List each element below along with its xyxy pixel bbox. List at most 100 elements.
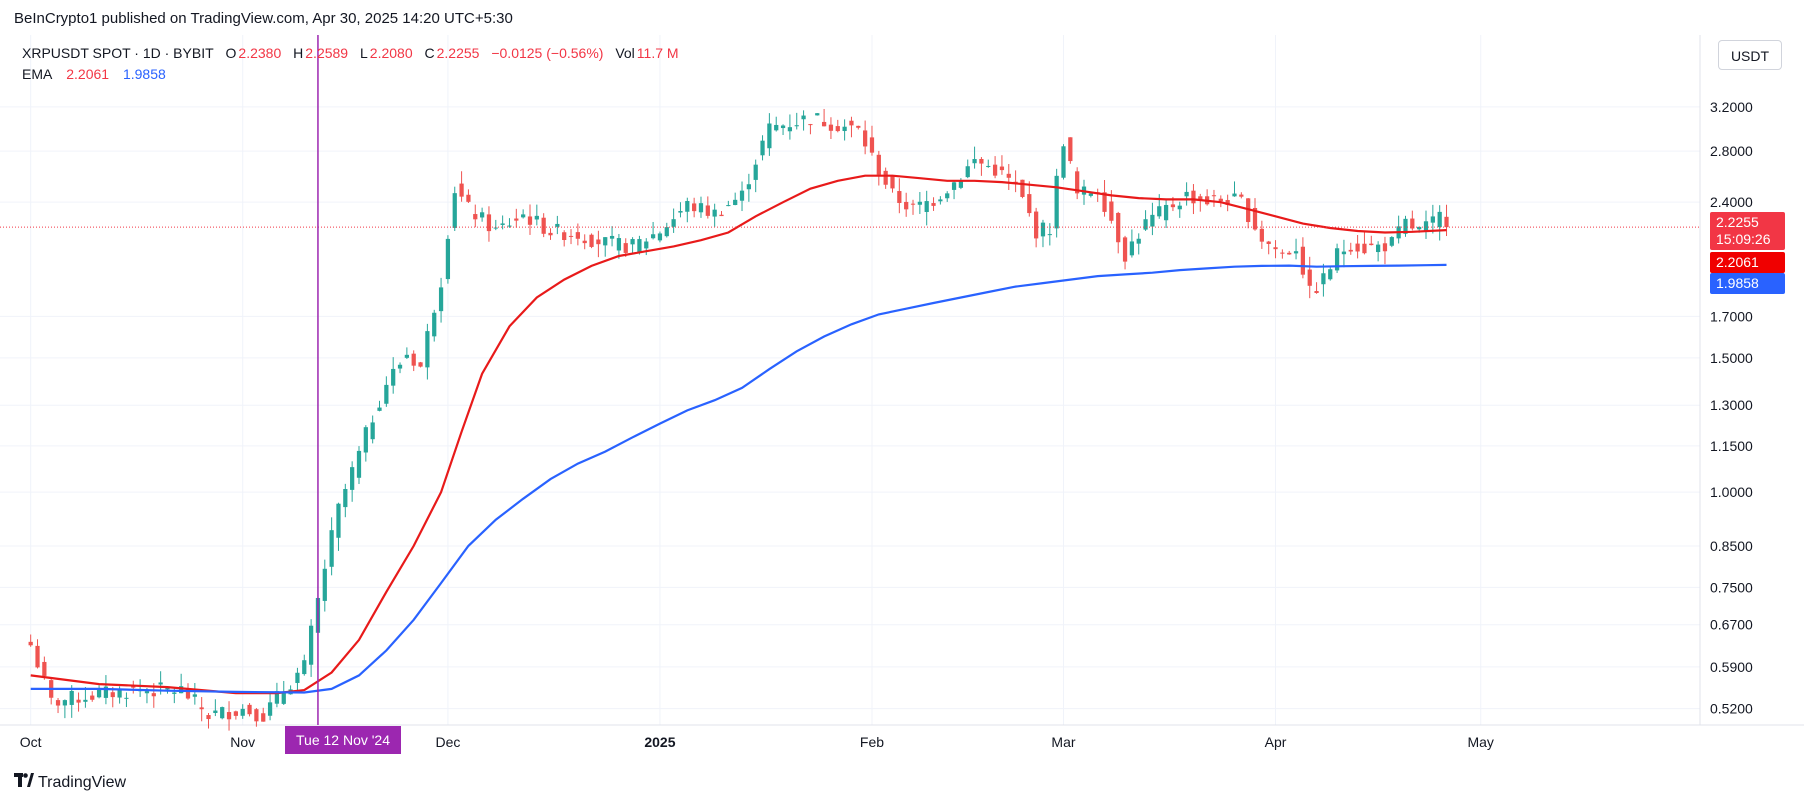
candle-body <box>917 201 922 205</box>
candle-body <box>1136 238 1141 244</box>
candle-body <box>267 702 273 716</box>
candle-body <box>1211 195 1217 197</box>
price-tick-label: 2.8000 <box>1710 143 1753 159</box>
candle-body <box>1054 175 1059 229</box>
candle-body <box>117 689 122 698</box>
currency-button[interactable]: USDT <box>1718 40 1782 70</box>
candle-body <box>692 203 697 212</box>
candle-body <box>1341 251 1347 255</box>
candle-body <box>904 201 909 210</box>
open-value: 2.2380 <box>238 45 282 61</box>
candle-body <box>876 154 881 175</box>
candle-body <box>1430 216 1435 223</box>
candle-body <box>1129 241 1135 256</box>
candle-body <box>999 166 1005 171</box>
candle-body <box>165 687 170 690</box>
candle-body <box>637 239 642 253</box>
candle-body <box>910 203 916 205</box>
candle-body <box>1382 243 1388 252</box>
candle-body <box>493 227 498 229</box>
candle-body <box>979 158 984 164</box>
candle-body <box>897 191 902 203</box>
candle-body <box>623 243 628 253</box>
candle-body <box>62 700 67 706</box>
candle-body <box>869 137 875 153</box>
candle-body <box>521 214 526 218</box>
time-tick-label: 2025 <box>644 734 675 750</box>
symbol-info[interactable]: XRPUSDT SPOT · 1D · BYBIT <box>22 45 214 61</box>
candle-body <box>1355 243 1360 252</box>
candle-body <box>356 450 362 478</box>
candle-body <box>274 691 280 704</box>
candle-body <box>603 237 608 246</box>
candle-body <box>411 353 416 366</box>
candle-body <box>657 233 663 241</box>
candle-body <box>965 166 970 178</box>
price-tick-label: 1.7000 <box>1710 308 1753 324</box>
candle-body <box>856 125 861 128</box>
tradingview-logo[interactable]: TradingView <box>14 773 126 792</box>
candle-body <box>767 123 772 149</box>
candle-body <box>1300 246 1306 275</box>
price-tick-label: 0.7500 <box>1710 579 1753 595</box>
candle-body <box>158 682 163 685</box>
candle-body <box>746 184 751 190</box>
time-tick-label: Nov <box>230 734 255 750</box>
candle-body <box>671 219 676 227</box>
candle-body <box>55 700 61 706</box>
crosshair-date-badge: Tue 12 Nov '24 <box>285 726 401 754</box>
candle-body <box>124 697 129 699</box>
last-price-tag: 2.2255 15:09:26 <box>1710 212 1785 250</box>
candle-body <box>698 203 704 213</box>
candle-body <box>1266 241 1271 244</box>
candle-body <box>1102 192 1107 212</box>
candle-body <box>555 223 560 227</box>
candle-body <box>281 692 286 704</box>
candle-body <box>972 159 977 164</box>
candle-body <box>1293 251 1299 254</box>
candle-body <box>1198 196 1203 201</box>
candle-body <box>185 688 191 699</box>
candle-body <box>151 693 156 697</box>
candle-body <box>678 211 683 213</box>
candle-body <box>1369 243 1374 246</box>
last-price-value: 2.2255 <box>1716 214 1759 230</box>
time-tick-label: Oct <box>20 734 42 750</box>
candle-body <box>739 190 745 201</box>
candle-body <box>644 241 649 249</box>
time-tick-label: Apr <box>1265 734 1287 750</box>
candle-body <box>261 713 266 722</box>
candle-body <box>438 287 444 312</box>
candle-body <box>1157 206 1162 217</box>
candle-body <box>1034 211 1039 239</box>
candle-body <box>801 115 806 120</box>
candle-body <box>42 661 47 676</box>
candle-body <box>295 672 300 683</box>
candle-body <box>1232 193 1237 197</box>
price-tick-label: 0.5200 <box>1710 701 1753 717</box>
candle-body <box>883 170 888 185</box>
bar-countdown: 15:09:26 <box>1716 231 1771 247</box>
high-value: 2.2589 <box>305 45 349 61</box>
ema-fast-line <box>30 174 1447 695</box>
candle-body <box>302 660 307 675</box>
candle-body <box>192 694 197 697</box>
candle-body <box>1013 181 1018 183</box>
publisher-line: BeInCrypto1 published on TradingView.com… <box>14 10 513 27</box>
candle-body <box>514 218 519 221</box>
tradingview-logo-text: TradingView <box>38 773 127 791</box>
candle-body <box>1225 200 1230 205</box>
candle-body <box>849 120 854 126</box>
candle-body <box>787 127 793 132</box>
ema-label[interactable]: EMA <box>22 66 53 82</box>
price-tick-label: 2.4000 <box>1710 194 1753 210</box>
ema-legend: EMA 2.2061 1.9858 <box>22 66 168 82</box>
candle-body <box>945 193 950 199</box>
candle-body <box>1348 249 1353 252</box>
price-tick-label: 1.1500 <box>1710 438 1753 454</box>
price-tick-label: 0.6700 <box>1710 617 1753 633</box>
candle-body <box>1068 137 1073 162</box>
time-tick-label: Feb <box>860 734 884 750</box>
candle-body <box>541 217 546 234</box>
